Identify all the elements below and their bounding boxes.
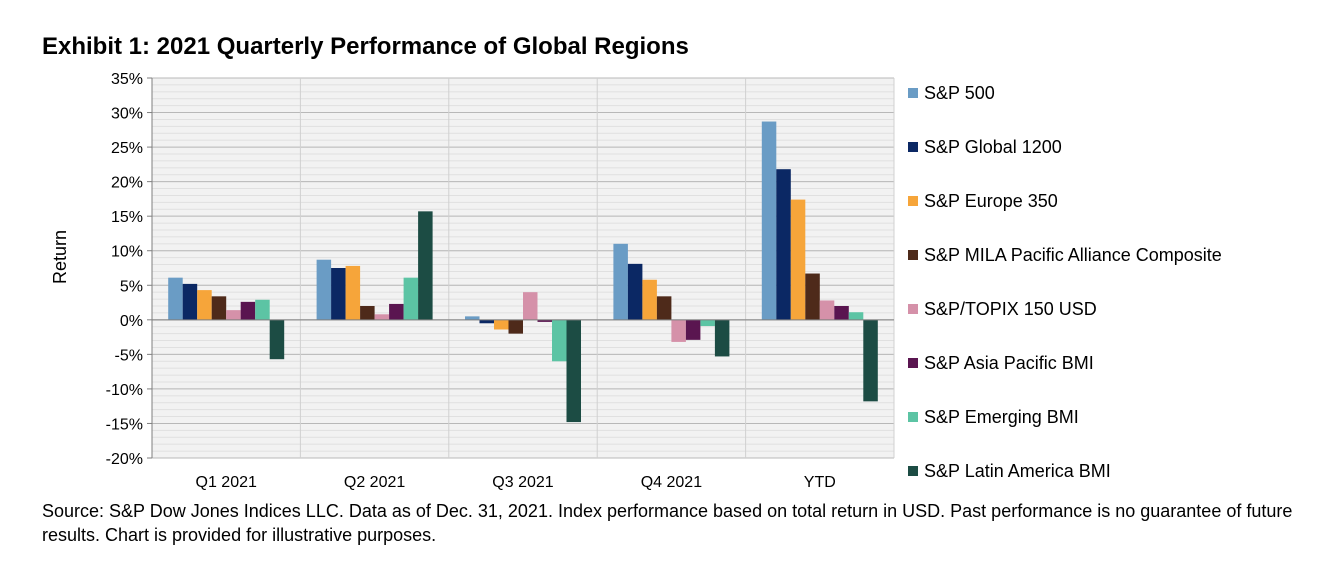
legend-swatch bbox=[908, 466, 918, 476]
bar bbox=[360, 306, 375, 320]
legend-label: S&P Europe 350 bbox=[924, 191, 1058, 211]
bars bbox=[152, 121, 894, 423]
bar bbox=[656, 296, 672, 320]
y-axis-label: Return bbox=[50, 230, 70, 284]
y-tick-label: -20% bbox=[106, 451, 143, 468]
y-tick-label: 35% bbox=[111, 71, 143, 88]
bar bbox=[685, 319, 701, 340]
bar bbox=[182, 283, 198, 320]
bar bbox=[776, 169, 791, 320]
bar-chart: 35% 30% 25% 20% 15% 10% 5% 0% -5% -10% -15% -20% Q1… bbox=[50, 71, 1222, 491]
legend-label: S&P/TOPIX 150 USD bbox=[924, 299, 1097, 319]
y-tick-label: 0% bbox=[120, 313, 143, 330]
source-note: Source: S&P Dow Jones Indices LLC. Data … bbox=[42, 501, 1293, 545]
legend-label: S&P Asia Pacific BMI bbox=[924, 353, 1094, 373]
legend-swatch bbox=[908, 412, 918, 422]
bar bbox=[374, 314, 390, 320]
y-tick-label: 25% bbox=[111, 140, 143, 157]
legend-label: S&P 500 bbox=[924, 83, 995, 103]
bar bbox=[197, 290, 212, 320]
bar bbox=[316, 259, 332, 320]
bar bbox=[331, 268, 346, 320]
x-tick-label: Q2 2021 bbox=[344, 474, 405, 491]
bar bbox=[465, 316, 480, 320]
legend-swatch bbox=[908, 196, 918, 206]
legend-swatch bbox=[908, 142, 918, 152]
x-tick-label: Q1 2021 bbox=[196, 474, 257, 491]
bar bbox=[494, 319, 509, 330]
bar bbox=[211, 296, 227, 320]
x-tick-label: Q3 2021 bbox=[492, 474, 553, 491]
legend: S&P 500 S&P Global 1200 S&P Europe 350 S&P … bbox=[908, 83, 1222, 481]
bar bbox=[552, 319, 567, 362]
x-tick-label: Q4 2021 bbox=[641, 474, 702, 491]
bar bbox=[537, 319, 552, 322]
bar bbox=[761, 121, 777, 320]
x-axis-ticks: Q1 2021 Q2 2021 Q3 2021 Q4 2021 YTD bbox=[196, 474, 836, 491]
bar bbox=[819, 300, 835, 320]
bar bbox=[805, 273, 820, 320]
bar bbox=[642, 279, 657, 320]
y-axis-ticks: 35% 30% 25% 20% 15% 10% 5% 0% -5% -10% -15% -20% bbox=[106, 71, 152, 468]
legend-label: S&P Global 1200 bbox=[924, 137, 1062, 157]
bar bbox=[508, 319, 523, 334]
y-tick-label: -15% bbox=[106, 416, 143, 433]
bar bbox=[345, 265, 361, 320]
y-tick-label: -5% bbox=[115, 347, 143, 364]
legend-label: S&P Latin America BMI bbox=[924, 461, 1111, 481]
bar bbox=[834, 306, 849, 320]
legend-swatch bbox=[908, 88, 918, 98]
bar bbox=[523, 292, 538, 320]
bar bbox=[240, 301, 256, 320]
legend-label: S&P MILA Pacific Alliance Composite bbox=[924, 245, 1222, 265]
y-tick-label: 20% bbox=[111, 175, 143, 192]
legend-swatch bbox=[908, 358, 918, 368]
bar bbox=[269, 319, 285, 360]
bar bbox=[848, 312, 864, 320]
bar bbox=[863, 319, 878, 402]
legend-swatch bbox=[908, 304, 918, 314]
bar bbox=[418, 211, 433, 320]
bar bbox=[168, 277, 183, 320]
chart-title: Exhibit 1: 2021 Quarterly Performance of… bbox=[42, 33, 689, 60]
bar bbox=[627, 263, 643, 320]
y-tick-label: 5% bbox=[120, 278, 143, 295]
bar bbox=[790, 199, 806, 320]
bar bbox=[389, 303, 404, 320]
bar bbox=[255, 299, 270, 320]
bar bbox=[403, 277, 419, 320]
bar bbox=[566, 319, 581, 423]
x-tick-label: YTD bbox=[804, 474, 836, 491]
bar bbox=[613, 243, 628, 320]
bar bbox=[714, 319, 730, 357]
bar bbox=[700, 319, 715, 327]
y-tick-label: 10% bbox=[111, 244, 143, 261]
y-tick-label: -10% bbox=[106, 382, 143, 399]
legend-label: S&P Emerging BMI bbox=[924, 407, 1079, 427]
bar bbox=[226, 310, 241, 320]
bar bbox=[479, 319, 494, 324]
y-tick-label: 30% bbox=[111, 106, 143, 123]
y-tick-label: 15% bbox=[111, 209, 143, 226]
legend-swatch bbox=[908, 250, 918, 260]
bar bbox=[671, 319, 686, 342]
